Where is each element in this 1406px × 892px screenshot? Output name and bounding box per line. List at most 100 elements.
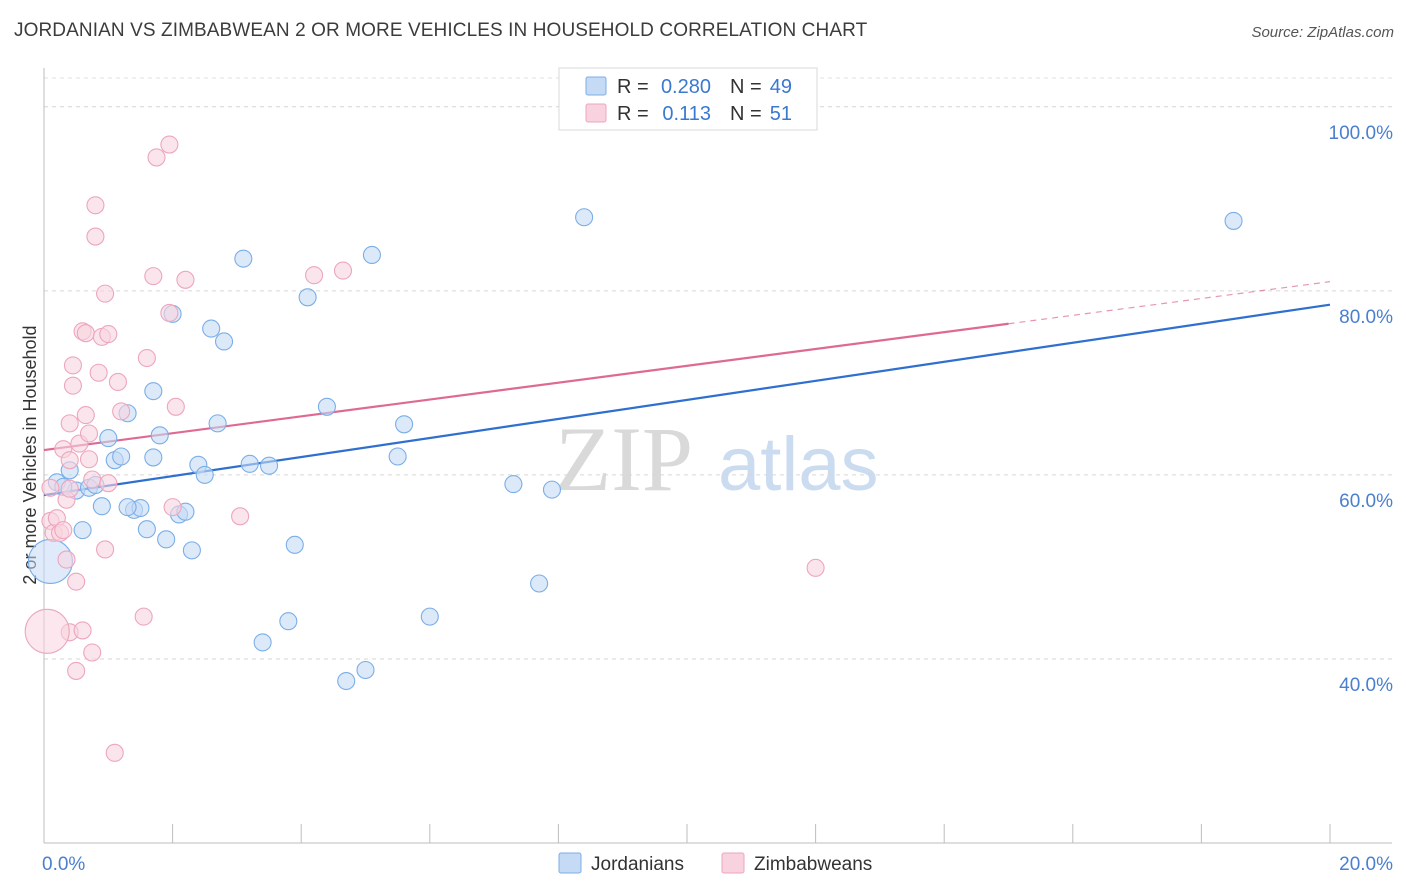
x-tick-label-min: 0.0% [42, 854, 85, 875]
legend-r-value-2: 0.113 [662, 103, 711, 125]
series-legend: Jordanians Zimbabweans [558, 852, 872, 875]
point-zimbabwean-15 [67, 572, 86, 591]
legend-swatch-zimbabweans [585, 103, 607, 123]
y-tick-label-40: 40.0% [1339, 675, 1393, 696]
point-jordanian-31 [285, 535, 304, 554]
point-jordanian-27 [240, 454, 259, 473]
point-jordanian-23 [202, 319, 221, 338]
point-jordanian-16 [157, 530, 176, 549]
point-zimbabwean-27 [89, 363, 108, 382]
point-jordanian-20 [182, 541, 201, 560]
bottom-legend-zimbabweans: Zimbabweans [754, 854, 872, 875]
point-jordanian-5 [92, 497, 111, 516]
gridlines [44, 77, 1392, 660]
point-jordanian-48 [118, 498, 137, 517]
point-zimbabwean-40 [160, 135, 179, 154]
point-zimbabwean-47 [333, 261, 353, 280]
chart-title: JORDANIAN VS ZIMBABWEAN 2 OR MORE VEHICL… [14, 20, 868, 41]
trend-line-ext-1 [1008, 281, 1331, 325]
point-jordanian-6 [99, 429, 118, 448]
point-zimbabwean-49 [24, 608, 70, 654]
point-jordanian-3 [73, 521, 92, 540]
y-tick-label-60: 60.0% [1339, 491, 1393, 512]
point-zimbabwean-39 [147, 148, 166, 167]
point-jordanian-8 [112, 447, 131, 466]
point-jordanian-43 [575, 208, 594, 227]
watermark-atlas: atlas [718, 422, 879, 507]
data-points [24, 135, 1243, 762]
point-zimbabwean-17 [73, 621, 92, 640]
legend-swatch-jordanians [585, 76, 607, 96]
point-jordanian-26 [234, 249, 253, 268]
point-zimbabwean-43 [166, 397, 185, 416]
point-zimbabwean-37 [137, 348, 156, 368]
point-zimbabwean-29 [96, 284, 115, 303]
point-zimbabwean-35 [112, 402, 131, 421]
point-jordanian-35 [356, 660, 375, 680]
point-jordanian-32 [298, 288, 317, 307]
y-axis-label: 2 or more Vehicles in Household [20, 325, 40, 584]
point-jordanian-12 [137, 520, 156, 539]
point-jordanian-25 [214, 332, 234, 351]
point-jordanian-15 [150, 426, 169, 445]
point-zimbabwean-48 [806, 558, 825, 577]
legend-n-label-1: N = [730, 76, 762, 98]
point-zimbabwean-24 [83, 643, 102, 662]
watermark-zip: ZIP [555, 408, 693, 510]
point-zimbabwean-30 [96, 540, 115, 559]
point-jordanian-34 [337, 671, 356, 691]
point-zimbabwean-34 [108, 372, 127, 392]
point-zimbabwean-14 [67, 661, 86, 680]
point-zimbabwean-12 [63, 356, 82, 375]
point-jordanian-40 [504, 475, 523, 494]
point-zimbabwean-26 [86, 227, 105, 246]
source-credit: Source: ZipAtlas.com [1251, 24, 1394, 41]
x-tick-label-max: 20.0% [1339, 854, 1393, 875]
point-jordanian-38 [388, 447, 407, 466]
trend-line-1 [43, 322, 1009, 452]
point-zimbabwean-36 [134, 607, 153, 626]
legend-n-value-2: 51 [770, 103, 792, 125]
stats-legend: R = 0.280 N = 49 R = 0.113 N = 51 [558, 67, 818, 131]
point-jordanian-30 [279, 612, 298, 631]
point-zimbabwean-25 [86, 196, 105, 215]
point-jordanian-39 [420, 607, 439, 626]
point-jordanian-22 [195, 465, 214, 484]
tick-labels: 40.0% 60.0% 80.0% 100.0% 0.0% 20.0% [42, 123, 1393, 875]
point-zimbabwean-33 [105, 743, 124, 762]
point-zimbabwean-7 [57, 550, 76, 569]
legend-n-label-2: N = [730, 103, 762, 125]
point-zimbabwean-44 [176, 270, 195, 289]
point-jordanian-44 [1224, 211, 1243, 230]
legend-r-value-1: 0.280 [661, 76, 711, 98]
point-jordanian-37 [395, 415, 414, 434]
point-zimbabwean-32 [99, 474, 118, 493]
point-jordanian-42 [542, 480, 562, 499]
y-tick-label-80: 80.0% [1339, 307, 1393, 328]
point-zimbabwean-13 [63, 376, 82, 395]
legend-r-label-2: R = [617, 103, 649, 125]
point-zimbabwean-50 [54, 521, 73, 540]
point-zimbabwean-8 [60, 414, 79, 433]
bottom-swatch-zimbabweans [721, 852, 745, 874]
point-zimbabwean-31 [99, 325, 118, 344]
legend-n-value-1: 49 [770, 76, 792, 98]
point-zimbabwean-46 [305, 266, 324, 285]
point-zimbabwean-23 [83, 470, 102, 489]
point-jordanian-33 [317, 397, 336, 416]
point-zimbabwean-11 [60, 479, 79, 498]
legend-r-label-1: R = [617, 76, 649, 98]
point-zimbabwean-0 [41, 478, 60, 497]
point-jordanian-14 [144, 448, 163, 467]
point-zimbabwean-19 [76, 324, 95, 343]
y-tick-label-100: 100.0% [1329, 123, 1394, 144]
axes [43, 68, 1392, 844]
point-jordanian-36 [362, 245, 381, 265]
point-zimbabwean-20 [76, 406, 95, 425]
point-zimbabwean-22 [79, 450, 99, 469]
point-jordanian-24 [208, 414, 227, 433]
point-jordanian-28 [253, 633, 272, 652]
point-zimbabwean-38 [144, 267, 163, 286]
point-jordanian-13 [144, 382, 163, 401]
point-zimbabwean-42 [163, 498, 182, 517]
